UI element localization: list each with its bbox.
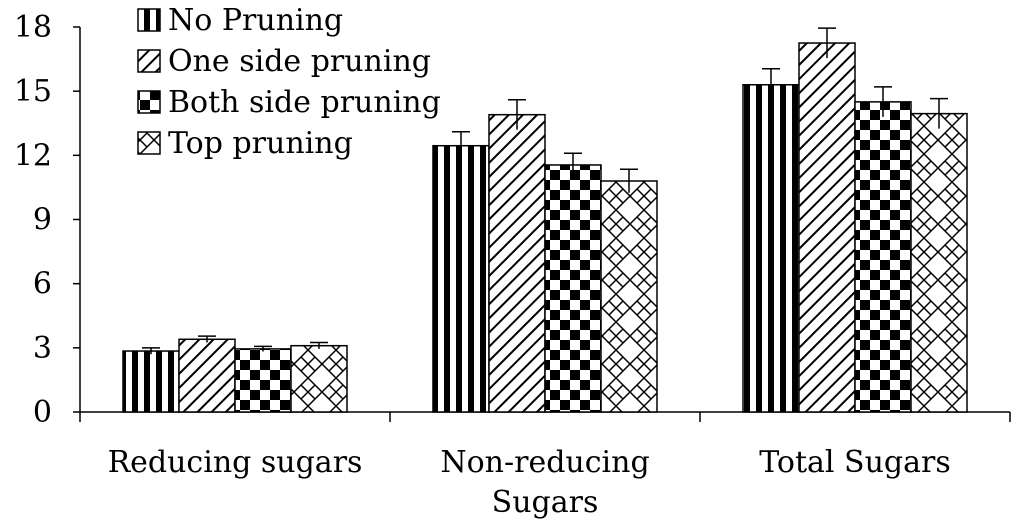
error-bar — [254, 345, 272, 352]
category-label: Non-reducing Sugars — [440, 445, 649, 520]
legend-swatch — [137, 49, 161, 73]
y-tick-label: 3 — [33, 331, 52, 366]
bar — [432, 144, 490, 413]
legend: No Pruning One side pruning Both side prun… — [137, 3, 441, 161]
error-bar — [930, 97, 948, 129]
bar — [544, 164, 602, 413]
error-bar — [452, 131, 470, 160]
error-bar — [818, 27, 836, 59]
legend-swatch — [137, 8, 161, 32]
legend-item: Both side pruning — [137, 85, 441, 120]
bar — [290, 344, 348, 413]
y-tick-label: 0 — [33, 395, 52, 430]
legend-label: Top pruning — [168, 126, 353, 161]
bar — [742, 84, 800, 413]
bar — [178, 338, 236, 413]
bar — [798, 42, 856, 413]
legend-swatch — [137, 131, 161, 155]
legend-item: No Pruning — [137, 3, 343, 38]
error-bar — [198, 335, 216, 343]
y-tick-labels: 0 3 6 9 12 15 18 — [14, 10, 52, 430]
error-bar — [762, 67, 780, 101]
legend-item: One side pruning — [137, 44, 431, 79]
legend-item: Top pruning — [137, 126, 353, 161]
y-tick-label: 6 — [33, 267, 52, 302]
y-tick-label: 12 — [14, 138, 52, 173]
error-bar — [620, 168, 638, 193]
error-bars — [142, 27, 948, 355]
error-bar — [508, 98, 526, 130]
error-bar — [142, 347, 160, 355]
legend-label: Both side pruning — [168, 85, 441, 120]
legend-label: No Pruning — [168, 3, 343, 38]
bar — [122, 350, 180, 413]
error-bar — [564, 152, 582, 177]
y-tick-label: 18 — [14, 10, 52, 45]
bars — [122, 42, 968, 413]
legend-label: One side pruning — [168, 44, 431, 79]
bar — [910, 112, 968, 413]
error-bar — [874, 86, 892, 117]
category-label: Reducing sugars — [108, 445, 363, 480]
bar — [488, 113, 546, 413]
bar — [600, 180, 658, 413]
error-bar — [310, 341, 328, 349]
category-label: Total Sugars — [759, 445, 951, 480]
bar — [854, 101, 912, 413]
legend-swatch — [137, 90, 161, 114]
y-tick-label: 9 — [33, 203, 52, 238]
category-labels: Reducing sugars Non-reducing Sugars Total S… — [108, 445, 951, 520]
y-tick-label: 15 — [14, 74, 52, 109]
bar — [234, 348, 292, 413]
